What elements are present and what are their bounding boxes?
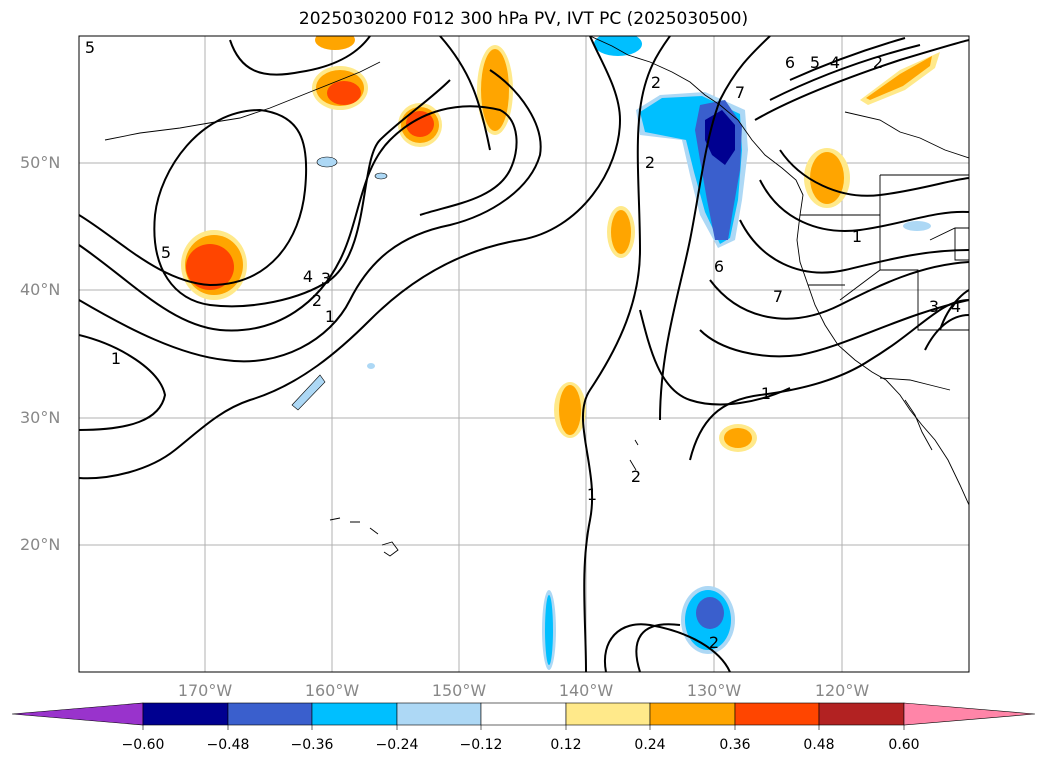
map-title: 2025030200 F012 300 hPa PV, IVT PC (2025… bbox=[298, 9, 749, 29]
gridlines bbox=[79, 36, 969, 672]
colorbar-extend-low bbox=[11, 702, 144, 726]
contour-label: 2 bbox=[312, 291, 322, 310]
contour-label: 3 bbox=[321, 269, 331, 288]
colorbar-extend-high bbox=[903, 702, 1036, 726]
colorbar-tick-label: −0.48 bbox=[206, 737, 250, 753]
contour-label: 1 bbox=[852, 227, 862, 246]
lon-label: 130°W bbox=[686, 681, 742, 700]
colorbar-tick-label: −0.12 bbox=[459, 737, 503, 753]
lat-label: 30°N bbox=[20, 408, 61, 427]
colorbar-tick-label: 0.60 bbox=[888, 737, 920, 753]
contour-label: 1 bbox=[761, 384, 771, 403]
colorbar-bin bbox=[734, 702, 820, 726]
colorbar-tick-label: −0.24 bbox=[375, 737, 419, 753]
contour-label: 5 bbox=[85, 38, 95, 57]
colorbar-tick-label: 0.48 bbox=[803, 737, 835, 753]
pv-positive-anomalies bbox=[181, 36, 940, 452]
lon-label: 170°W bbox=[177, 681, 233, 700]
lon-label: 160°W bbox=[304, 681, 360, 700]
contour-label: 6 bbox=[785, 53, 795, 72]
contour-label: 1 bbox=[111, 349, 121, 368]
lon-label: 140°W bbox=[558, 681, 614, 700]
map-frame bbox=[78, 35, 970, 673]
contour-label: 5 bbox=[810, 53, 820, 72]
contour-label: 3 bbox=[929, 297, 939, 316]
contour-label: 6 bbox=[714, 257, 724, 276]
contour-labels: 5 5 4 3 2 1 1 2 2 6 7 6 5 4 2 1 7 1 3 4 … bbox=[85, 38, 961, 652]
colorbar-bin bbox=[565, 702, 651, 726]
contour-label: 7 bbox=[735, 83, 745, 102]
contour-label: 7 bbox=[773, 287, 783, 306]
contour-label: 2 bbox=[631, 467, 641, 486]
contour-label: 2 bbox=[709, 633, 719, 652]
contour-label: 1 bbox=[325, 307, 335, 326]
colorbar-bin bbox=[818, 702, 905, 726]
contour-label: 2 bbox=[873, 53, 883, 72]
contour-label: 4 bbox=[303, 267, 313, 286]
pv-negative-anomalies bbox=[291, 36, 931, 670]
contour-label: 4 bbox=[951, 297, 961, 316]
contour-label: 5 bbox=[161, 243, 171, 262]
lat-label: 40°N bbox=[20, 280, 61, 299]
contour-label: 2 bbox=[651, 73, 661, 92]
colorbar-bin bbox=[480, 702, 567, 726]
lon-label: 120°W bbox=[814, 681, 870, 700]
lat-label: 50°N bbox=[20, 153, 61, 172]
colorbar-bin bbox=[142, 702, 229, 726]
lat-label: 20°N bbox=[20, 535, 61, 554]
lon-label: 150°W bbox=[431, 681, 487, 700]
colorbar-tick-label: 0.24 bbox=[634, 737, 666, 753]
colorbar-bin bbox=[396, 702, 482, 726]
colorbar bbox=[11, 702, 1036, 730]
coastlines bbox=[104, 36, 969, 557]
colorbar-tick-label: 0.12 bbox=[550, 737, 582, 753]
colorbar-bin bbox=[649, 702, 736, 726]
colorbar-bin bbox=[311, 702, 398, 726]
colorbar-tick-label: −0.36 bbox=[290, 737, 334, 753]
contour-label: 4 bbox=[830, 53, 840, 72]
colorbar-tick-label: 0.36 bbox=[719, 737, 751, 753]
ivt-contours bbox=[79, 36, 969, 672]
contour-label: 2 bbox=[645, 153, 655, 172]
colorbar-bin bbox=[227, 702, 313, 726]
contour-label: 1 bbox=[587, 485, 597, 504]
colorbar-tick-label: −0.60 bbox=[121, 737, 165, 753]
